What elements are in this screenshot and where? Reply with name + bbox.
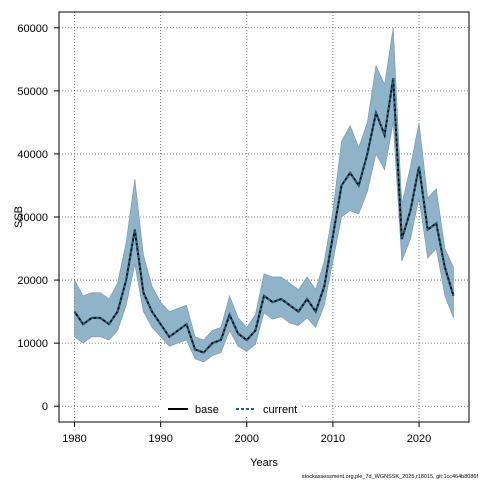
x-tick-label: 2010 (321, 433, 345, 445)
legend-label-base: base (195, 404, 219, 416)
y-tick-label: 10000 (17, 338, 48, 350)
y-axis-ticks: 0 10000 20000 30000 40000 50000 60000 (17, 23, 59, 413)
x-tick-label: 1990 (148, 433, 172, 445)
x-axis-ticks: 1980 1990 2000 2010 2020 (62, 422, 431, 445)
x-tick-label: 1980 (62, 433, 86, 445)
y-tick-label: 60000 (17, 23, 48, 35)
y-tick-label: 40000 (17, 149, 48, 161)
series-line-current (73, 78, 455, 354)
x-tick-label: 2000 (235, 433, 259, 445)
y-tick-label: 0 (42, 401, 48, 413)
y-tick-label: 20000 (17, 275, 48, 287)
y-tick-label: 50000 (17, 86, 48, 98)
legend-label-current: current (263, 404, 297, 416)
plot-frame (58, 11, 470, 423)
y-axis-title: SSB (13, 206, 25, 228)
x-tick-label: 2020 (407, 433, 431, 445)
legend: base current (160, 401, 300, 417)
confidence-band (74, 27, 454, 363)
footer-credit: stockassessment.org,ple_7d_WGNSSK_2025,r… (302, 474, 479, 480)
y-tick-label: 30000 (17, 212, 48, 224)
x-axis-title: Years (250, 457, 278, 469)
